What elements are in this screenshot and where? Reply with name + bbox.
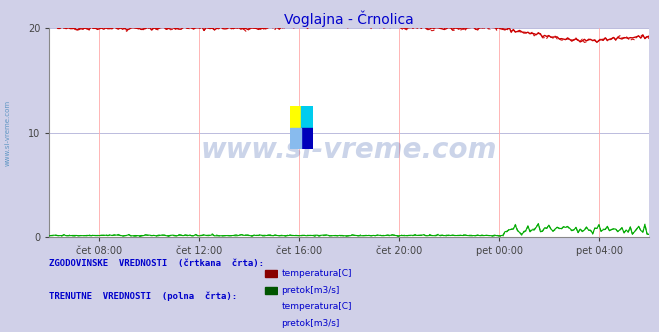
Bar [290, 106, 301, 128]
Bar [290, 128, 301, 149]
Bar [301, 128, 313, 149]
Bar [301, 106, 313, 128]
Text: temperatura[C]: temperatura[C] [281, 302, 352, 311]
Text: TRENUTNE  VREDNOSTI  (polna  črta):: TRENUTNE VREDNOSTI (polna črta): [49, 291, 237, 301]
Text: ZGODOVINSKE  VREDNOSTI  (črtkana  črta):: ZGODOVINSKE VREDNOSTI (črtkana črta): [49, 259, 264, 268]
Title: Voglajna - Črnolica: Voglajna - Črnolica [285, 11, 414, 27]
Text: www.si-vreme.com: www.si-vreme.com [5, 100, 11, 166]
Text: temperatura[C]: temperatura[C] [281, 269, 352, 278]
Bar [265, 287, 277, 294]
Text: pretok[m3/s]: pretok[m3/s] [281, 319, 340, 328]
Text: pretok[m3/s]: pretok[m3/s] [281, 286, 340, 295]
Text: www.si-vreme.com: www.si-vreme.com [201, 135, 498, 164]
Bar [265, 270, 277, 277]
